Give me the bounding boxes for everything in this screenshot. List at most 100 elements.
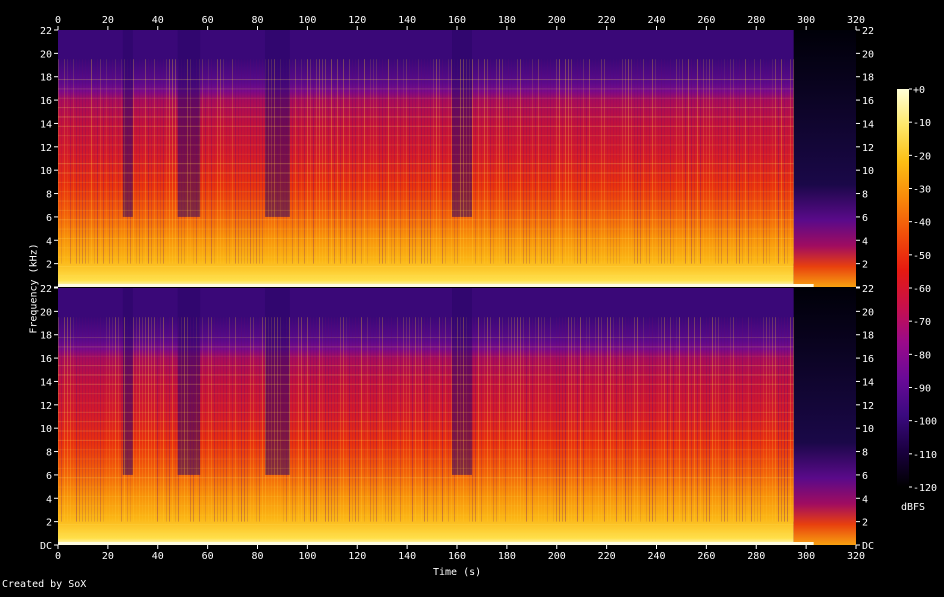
colorbar-tick-label: -80 — [913, 350, 931, 361]
texture-streak — [202, 317, 203, 522]
texture-streak — [652, 317, 653, 522]
texture-streak — [58, 317, 59, 522]
y-tick-label: 2 — [862, 518, 868, 529]
texture-streak — [391, 59, 392, 264]
texture-streak — [451, 317, 452, 522]
texture-streak — [538, 317, 539, 522]
texture-streak — [127, 317, 128, 522]
texture-streak — [715, 317, 716, 522]
texture-streak — [742, 59, 743, 264]
texture-streak — [508, 59, 509, 264]
quiet-segment — [122, 288, 133, 475]
texture-streak — [430, 317, 431, 522]
harmonic-band — [58, 181, 794, 183]
texture-streak — [658, 59, 659, 264]
texture-streak — [220, 317, 221, 522]
texture-streak — [229, 59, 230, 264]
y-tick-label: 12 — [40, 401, 52, 412]
texture-streak — [442, 317, 443, 522]
texture-streak — [295, 59, 296, 264]
texture-streak — [352, 59, 353, 264]
harmonic-band — [58, 191, 794, 193]
texture-streak — [754, 59, 755, 264]
texture-streak — [112, 59, 113, 264]
texture-streak — [628, 59, 629, 264]
harmonic-band — [58, 79, 794, 81]
texture-streak — [277, 59, 278, 264]
texture-streak — [529, 59, 530, 264]
texture-streak — [235, 317, 236, 522]
texture-streak — [631, 317, 632, 522]
harmonic-band — [58, 402, 794, 404]
x-tick-label: 80 — [251, 15, 263, 26]
texture-streak — [85, 59, 86, 264]
texture-streak — [793, 59, 794, 264]
texture-streak — [166, 59, 167, 264]
texture-streak — [661, 59, 662, 264]
texture-streak — [265, 317, 266, 522]
texture-streak — [535, 59, 536, 264]
texture-streak — [280, 317, 281, 522]
x-tick-label: 180 — [498, 15, 516, 26]
texture-streak — [394, 59, 395, 264]
texture-streak — [541, 317, 542, 522]
texture-streak — [148, 59, 149, 264]
texture-streak — [637, 59, 638, 264]
texture-streak — [607, 317, 608, 522]
y-tick-label: 22 — [40, 26, 52, 37]
texture-streak — [418, 317, 419, 522]
colorbar-tick-label: -40 — [913, 218, 931, 229]
x-tick-label: 200 — [548, 15, 566, 26]
texture-streak — [610, 317, 611, 522]
texture-streak — [775, 59, 776, 264]
texture-streak — [520, 317, 521, 522]
texture-streak — [376, 317, 377, 522]
colorbar-tick-label: -20 — [913, 151, 931, 162]
texture-streak — [244, 59, 245, 264]
texture-streak — [775, 317, 776, 522]
texture-streak — [322, 59, 323, 264]
harmonic-band — [58, 430, 794, 432]
texture-streak — [748, 317, 749, 522]
texture-streak — [472, 59, 473, 264]
texture-streak — [481, 59, 482, 264]
y-tick-label: 18 — [40, 331, 52, 342]
x-tick-label: 120 — [348, 15, 366, 26]
texture-streak — [211, 59, 212, 264]
texture-streak — [88, 317, 89, 522]
texture-streak — [175, 317, 176, 522]
texture-streak — [391, 317, 392, 522]
texture-streak — [361, 317, 362, 522]
texture-streak — [565, 317, 566, 522]
y-tick-label: 2 — [46, 260, 52, 271]
texture-streak — [154, 59, 155, 264]
texture-streak — [340, 59, 341, 264]
texture-streak — [547, 59, 548, 264]
harmonic-band — [58, 505, 794, 507]
texture-streak — [301, 59, 302, 264]
y-tick-label: 20 — [862, 49, 874, 60]
texture-streak — [691, 317, 692, 522]
texture-streak — [478, 59, 479, 264]
texture-streak — [364, 317, 365, 522]
x-tick-label: 60 — [202, 551, 214, 562]
texture-streak — [697, 317, 698, 522]
colorbar-tick-label: -70 — [913, 317, 931, 328]
texture-streak — [724, 59, 725, 264]
colorbar-tick-label: -50 — [913, 251, 931, 262]
spectrum-fadeout — [793, 30, 856, 287]
texture-streak — [547, 317, 548, 522]
texture-streak — [499, 59, 500, 264]
texture-streak — [394, 317, 395, 522]
harmonic-band — [58, 421, 794, 423]
x-tick-label: 140 — [398, 15, 416, 26]
texture-streak — [193, 59, 194, 264]
texture-streak — [178, 59, 179, 264]
texture-streak — [703, 59, 704, 264]
texture-streak — [598, 317, 599, 522]
texture-streak — [172, 59, 173, 264]
texture-streak — [109, 59, 110, 264]
texture-streak — [97, 317, 98, 522]
texture-streak — [316, 317, 317, 522]
texture-streak — [421, 59, 422, 264]
